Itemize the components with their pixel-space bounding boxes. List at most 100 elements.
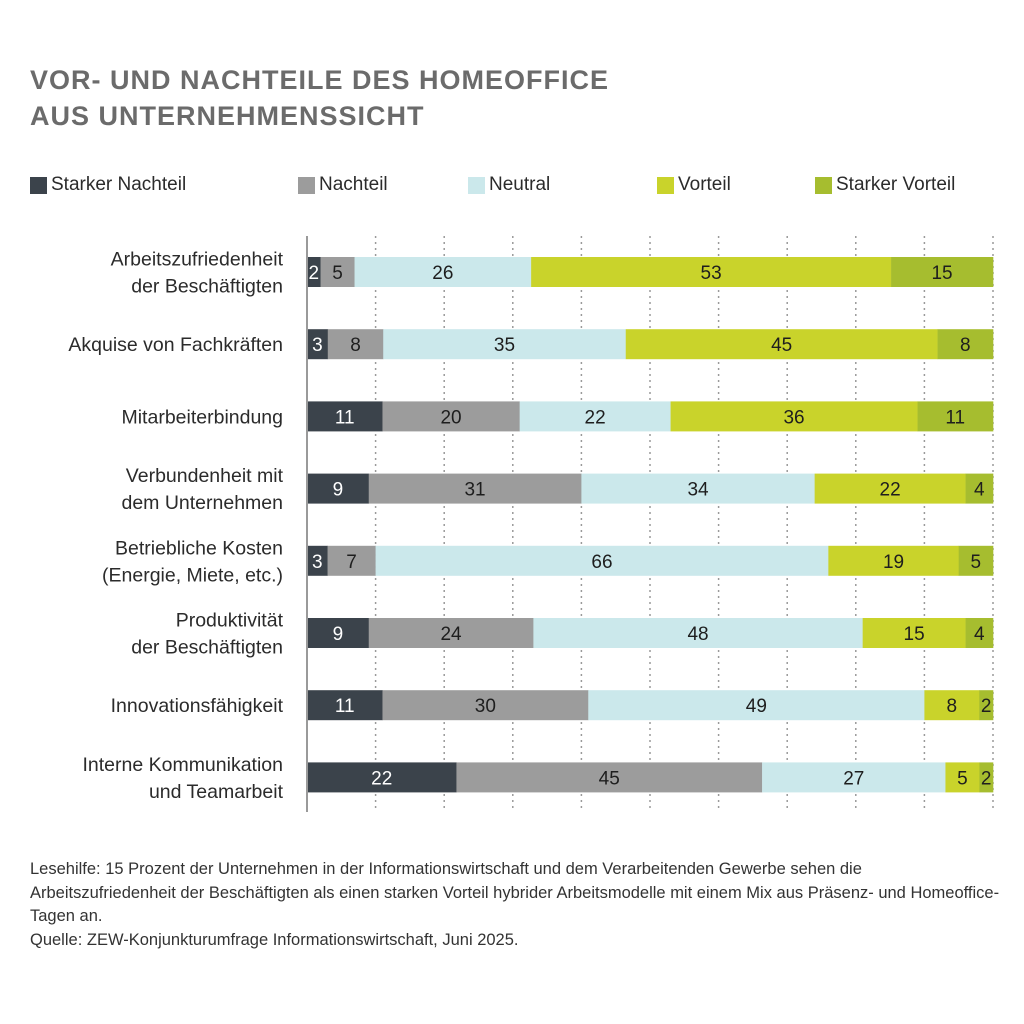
data-label: 8 bbox=[350, 335, 361, 356]
data-label: 11 bbox=[945, 407, 965, 428]
bar-segment bbox=[814, 473, 966, 504]
bar-segment bbox=[965, 473, 994, 504]
data-label: 34 bbox=[687, 480, 709, 501]
data-label: 22 bbox=[880, 480, 901, 501]
data-label: 36 bbox=[783, 407, 804, 428]
bar-segment bbox=[958, 545, 994, 576]
category-label: (Energie, Miete, etc.) bbox=[102, 564, 283, 586]
data-label: 22 bbox=[585, 407, 606, 428]
data-label: 8 bbox=[947, 696, 958, 717]
footnote-lesehilfe: Lesehilfe: 15 Prozent der Unternehmen in… bbox=[30, 860, 1000, 925]
category-label: Produktivität bbox=[176, 610, 284, 632]
bar-segment bbox=[307, 690, 383, 721]
category-label: Mitarbeiterbindung bbox=[121, 406, 283, 428]
bar-segment bbox=[581, 473, 815, 504]
bar-segment bbox=[965, 618, 994, 648]
data-label: 53 bbox=[701, 263, 722, 284]
data-label: 49 bbox=[746, 696, 767, 717]
legend-swatch bbox=[815, 176, 832, 194]
data-label: 4 bbox=[974, 480, 985, 501]
category-label: Arbeitszufriedenheit bbox=[111, 249, 284, 271]
bar-segment bbox=[924, 690, 980, 721]
bar-segment bbox=[625, 329, 938, 360]
bar-segment bbox=[368, 473, 582, 504]
legend-label: Neutral bbox=[489, 174, 551, 195]
bar-segment bbox=[945, 762, 980, 793]
legend: Starker Nachteil Nachteil Neutral Vorteil St… bbox=[30, 174, 1000, 202]
category-label: Innovationsfähigkeit bbox=[111, 695, 284, 717]
data-label: 20 bbox=[440, 407, 461, 428]
legend-item: Nachteil bbox=[298, 174, 388, 196]
bar-segment bbox=[327, 329, 384, 360]
legend-label: Starker Nachteil bbox=[51, 174, 187, 195]
category-label: und Teamarbeit bbox=[149, 781, 284, 803]
data-label: 3 bbox=[312, 335, 323, 356]
data-label: 11 bbox=[335, 696, 355, 717]
bar-segment bbox=[828, 545, 959, 576]
category-label: Verbundenheit mit bbox=[126, 465, 284, 487]
bar-segment bbox=[307, 473, 370, 504]
bar-segment bbox=[307, 257, 321, 287]
data-label: 2 bbox=[309, 263, 320, 284]
data-label: 7 bbox=[346, 552, 357, 573]
category-label: dem Unternehmen bbox=[121, 492, 283, 514]
data-label: 26 bbox=[432, 263, 453, 284]
bar-segment bbox=[670, 401, 918, 432]
bar-segment bbox=[307, 401, 383, 432]
data-label: 30 bbox=[475, 696, 496, 717]
data-label: 9 bbox=[333, 624, 344, 645]
bar-segment bbox=[320, 257, 355, 287]
bar-segment bbox=[307, 618, 370, 648]
legend-label: Nachteil bbox=[319, 174, 388, 195]
bar-segment bbox=[588, 690, 925, 721]
footnote: Lesehilfe: 15 Prozent der Unternehmen in… bbox=[30, 858, 1005, 952]
data-label: 4 bbox=[974, 624, 985, 645]
data-label: 45 bbox=[599, 768, 620, 789]
bar-segment bbox=[762, 762, 946, 793]
data-label: 2 bbox=[981, 696, 992, 717]
chart-title: VOR- UND NACHTEILE DES HOMEOFFICE AUS UN… bbox=[30, 62, 609, 134]
data-label: 11 bbox=[335, 407, 355, 428]
bar-segment bbox=[307, 329, 329, 360]
data-label: 27 bbox=[843, 768, 864, 789]
legend-item: Starker Nachteil bbox=[30, 174, 186, 196]
title-line-1: VOR- UND NACHTEILE DES HOMEOFFICE bbox=[30, 65, 610, 95]
data-label: 5 bbox=[332, 263, 343, 284]
title-line-2: AUS UNTERNEHMENSSICHT bbox=[30, 101, 425, 131]
category-label: der Beschäftigten bbox=[131, 276, 283, 298]
data-label: 8 bbox=[960, 335, 971, 356]
data-label: 66 bbox=[591, 552, 612, 573]
data-label: 22 bbox=[371, 768, 392, 789]
category-label: Interne Kommunikation bbox=[82, 754, 283, 776]
bar-segment bbox=[456, 762, 763, 793]
bar-segment bbox=[531, 257, 892, 287]
category-label: Betriebliche Kosten bbox=[115, 537, 283, 559]
bar-segment bbox=[519, 401, 671, 432]
bar-segment bbox=[307, 762, 457, 793]
bar-segment bbox=[368, 618, 534, 648]
category-label: der Beschäftigten bbox=[131, 637, 283, 659]
legend-swatch bbox=[657, 176, 674, 194]
bar-segment bbox=[979, 762, 994, 793]
legend-label: Vorteil bbox=[678, 174, 731, 195]
footnote-quelle: Quelle: ZEW-Konjunkturumfrage Informatio… bbox=[30, 930, 519, 949]
legend-swatch bbox=[30, 176, 47, 194]
bar-segment bbox=[307, 545, 328, 576]
bar-segment bbox=[533, 618, 863, 648]
data-label: 9 bbox=[333, 480, 344, 501]
bar-segment bbox=[375, 545, 829, 576]
data-label: 35 bbox=[494, 335, 515, 356]
data-label: 15 bbox=[904, 624, 925, 645]
data-label: 3 bbox=[312, 552, 323, 573]
data-label: 5 bbox=[971, 552, 982, 573]
data-label: 5 bbox=[957, 768, 968, 789]
bar-segment bbox=[327, 545, 376, 576]
data-label: 31 bbox=[464, 480, 485, 501]
bar-segment bbox=[917, 401, 994, 432]
legend-label: Starker Vorteil bbox=[836, 174, 956, 195]
bar-segment bbox=[383, 329, 627, 360]
legend-swatch bbox=[298, 176, 315, 194]
legend-item: Vorteil bbox=[657, 174, 731, 196]
bar-segment bbox=[979, 690, 994, 721]
